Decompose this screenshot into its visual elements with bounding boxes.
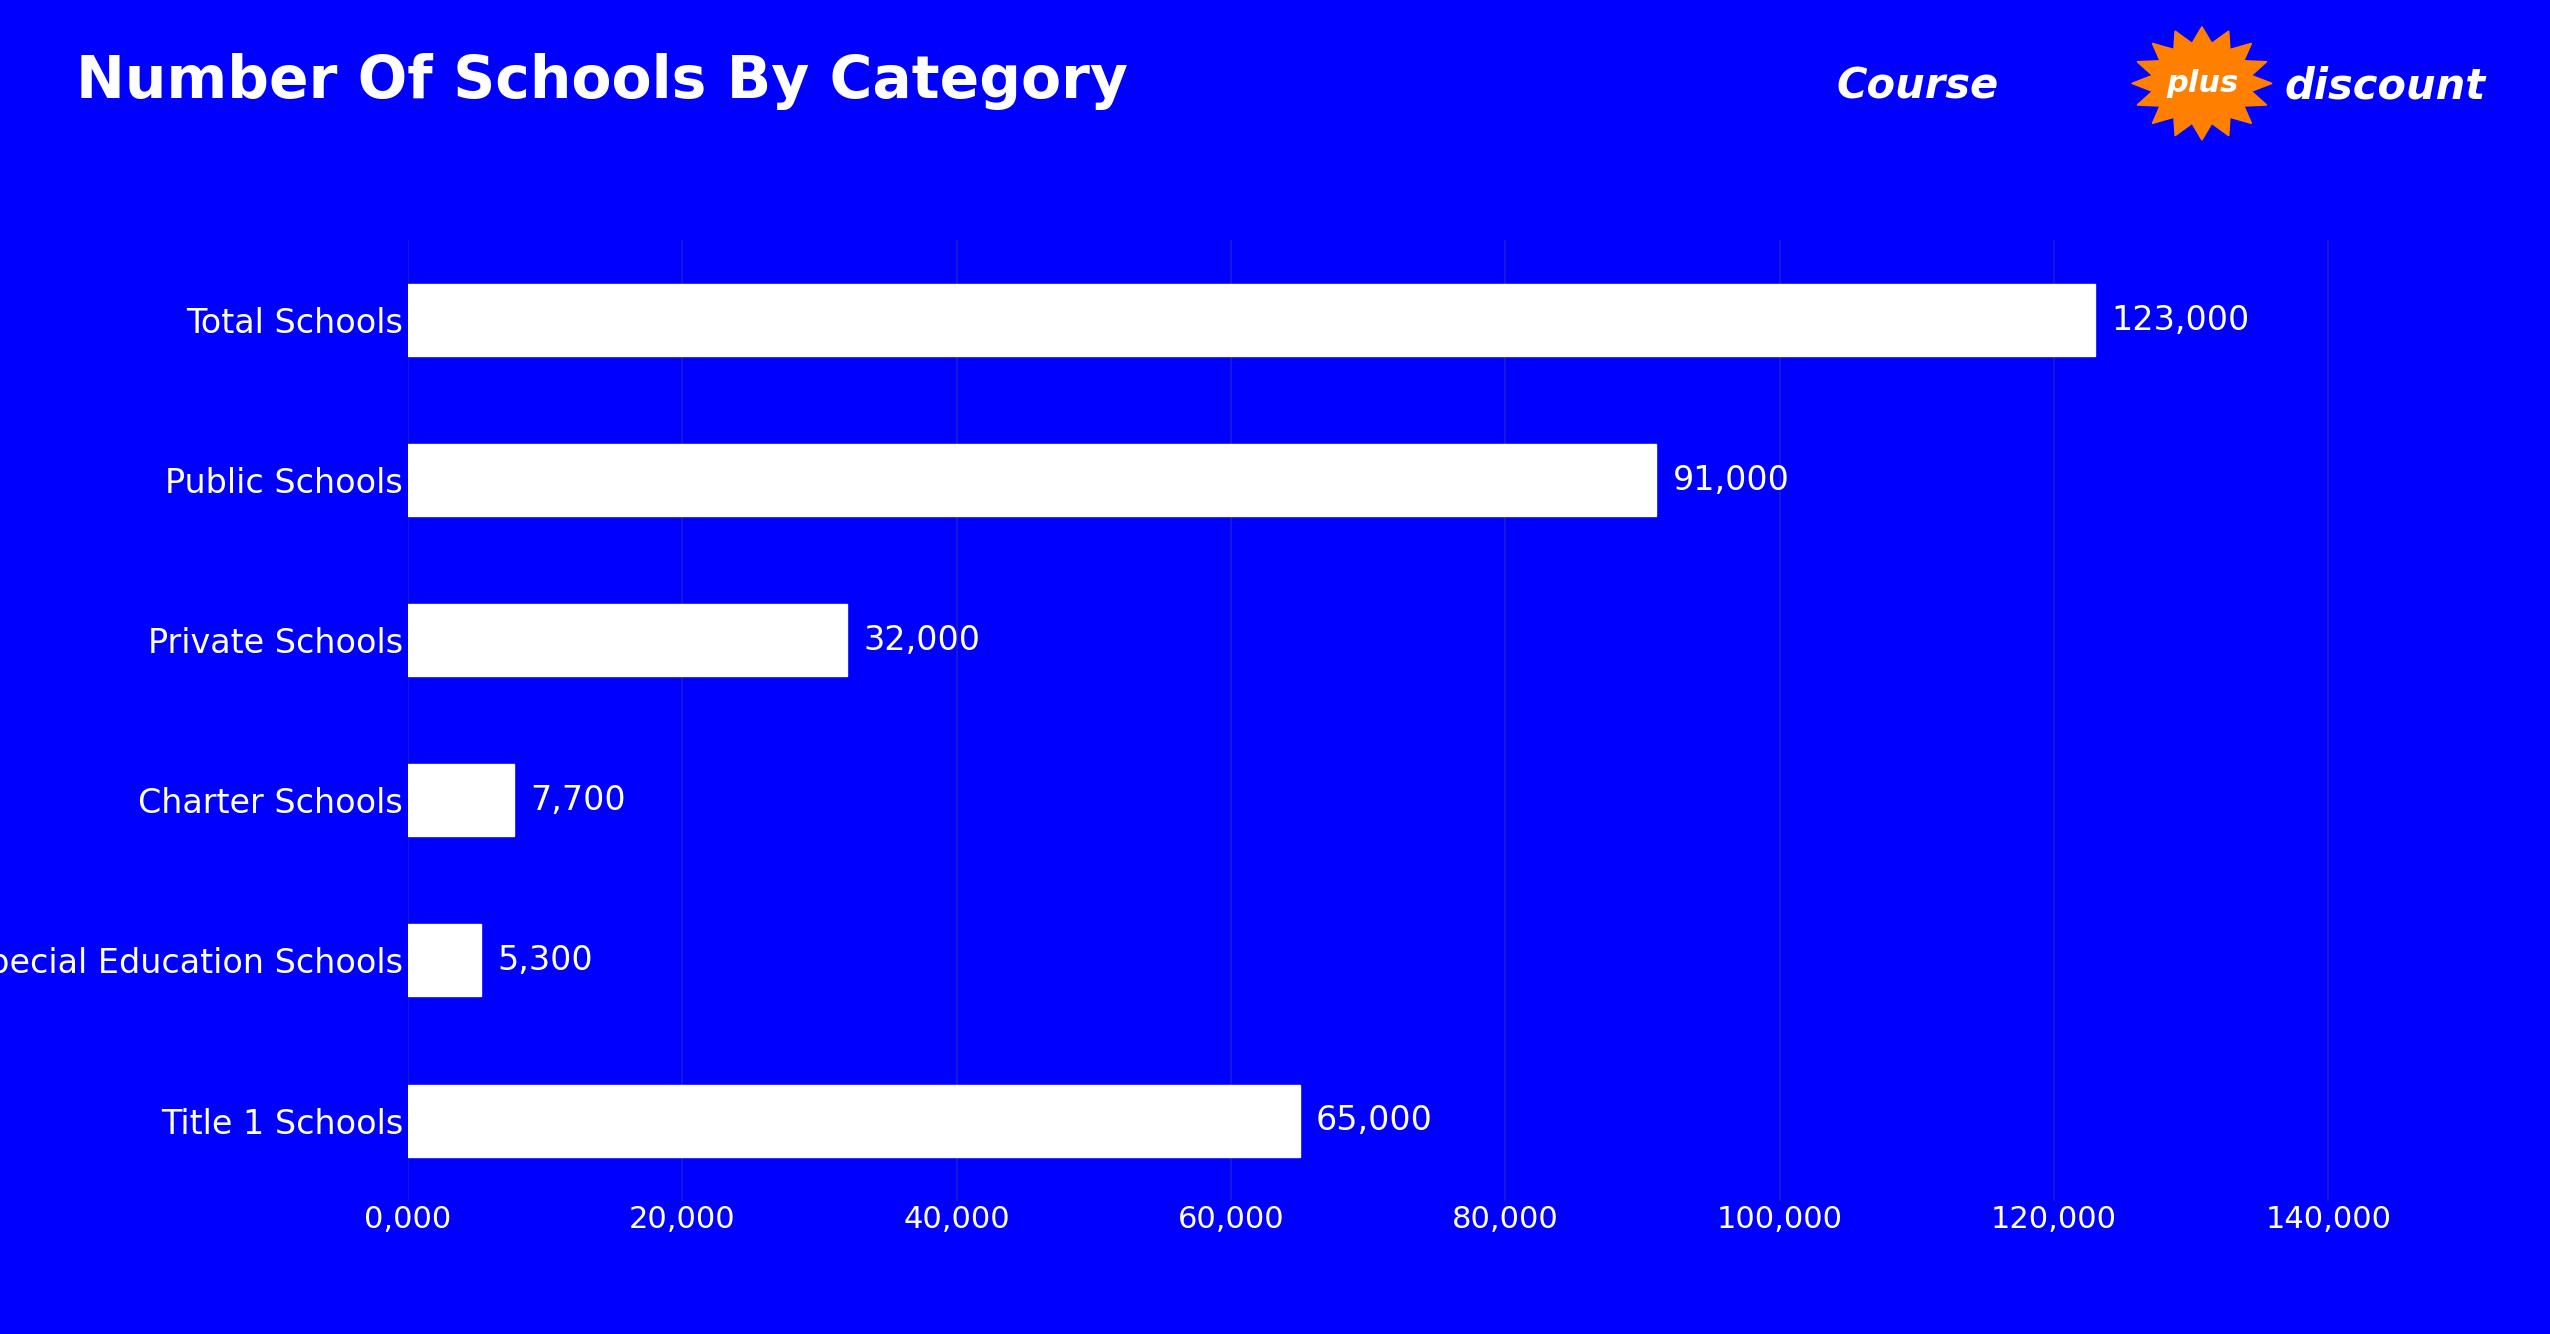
Bar (408, 604, 847, 676)
Text: Number Of Schools By Category: Number Of Schools By Category (76, 53, 1127, 111)
Text: 32,000: 32,000 (864, 624, 979, 656)
Text: 65,000: 65,000 (1316, 1105, 1433, 1137)
Text: 5,300: 5,300 (497, 944, 592, 976)
Bar (408, 284, 2096, 356)
Text: Course: Course (1836, 65, 1999, 108)
Text: 7,700: 7,700 (530, 784, 625, 816)
Text: plus: plus (2165, 69, 2239, 97)
Bar (408, 924, 482, 996)
Text: 123,000: 123,000 (2111, 304, 2249, 336)
Text: 91,000: 91,000 (1673, 464, 1790, 496)
Bar (408, 444, 1658, 516)
Text: discount: discount (2285, 65, 2486, 108)
Bar (408, 1085, 1300, 1157)
Polygon shape (2132, 27, 2272, 140)
Bar (408, 764, 513, 836)
